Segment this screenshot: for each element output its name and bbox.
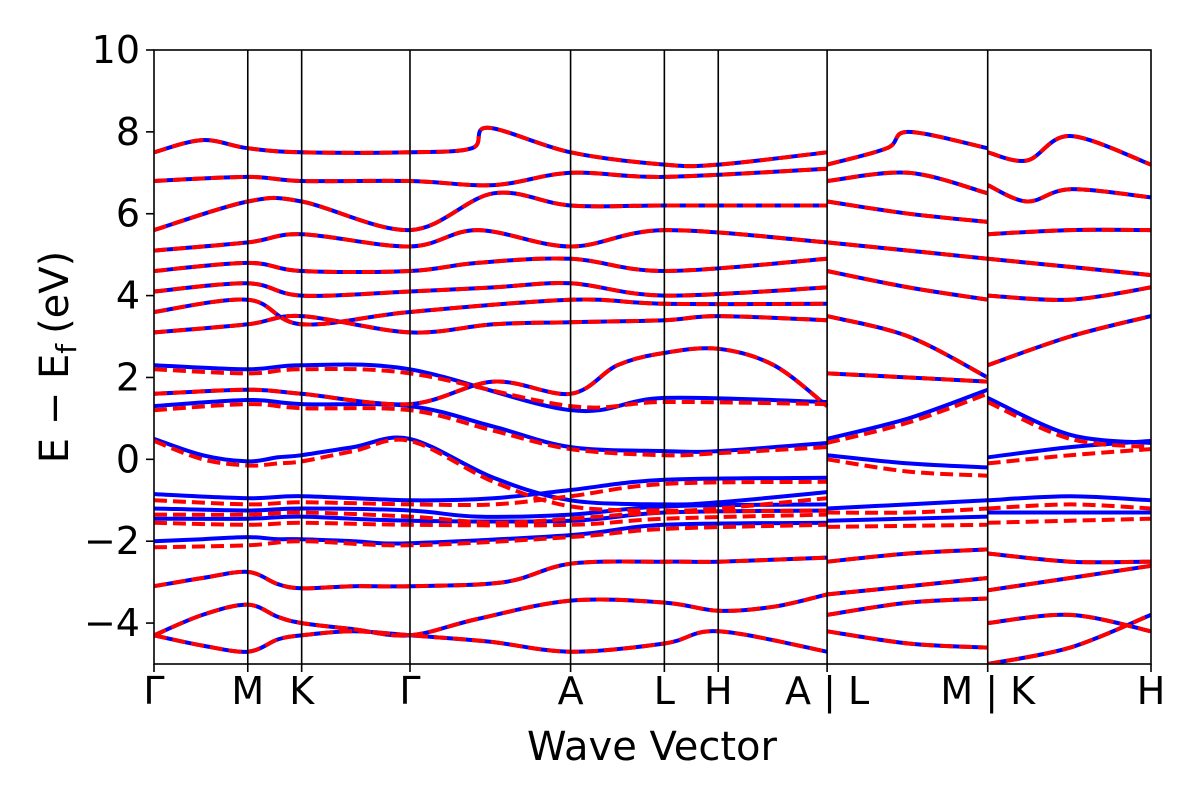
x-tick-label: L: [654, 669, 675, 713]
x-tick-label: M | K: [940, 669, 1036, 714]
band-line: [826, 199, 988, 224]
band-line: [987, 502, 1151, 511]
band-line: [987, 133, 1151, 167]
band-line: [986, 183, 1151, 204]
band-line: [154, 366, 828, 410]
band-line: [154, 397, 828, 454]
series-dashed-red: [154, 125, 1151, 664]
band-line: [826, 240, 988, 261]
band-line: [826, 576, 988, 597]
band-line: [826, 371, 988, 384]
band-line: [826, 129, 989, 167]
band-line: [826, 391, 989, 445]
band-line: [987, 285, 1151, 302]
band-line: [154, 402, 828, 458]
band-line: [826, 314, 989, 380]
band-line: [154, 435, 828, 507]
band-line: [154, 125, 828, 169]
y-tick-label: 10: [92, 28, 140, 72]
band-line: [826, 629, 988, 650]
band-line: [827, 506, 988, 515]
band-line: [826, 547, 988, 564]
y-tick-label: −4: [84, 601, 140, 645]
y-tick-label: 0: [116, 437, 140, 481]
x-tick-label: H: [704, 669, 733, 713]
band-line: [154, 512, 828, 528]
band-line: [986, 400, 1151, 450]
band-line: [154, 125, 828, 169]
y-tick-label: 4: [116, 274, 140, 318]
band-line: [826, 170, 989, 196]
band-line: [827, 522, 988, 529]
y-tick-label: 2: [116, 355, 140, 399]
band-line: [826, 387, 989, 441]
band-line: [987, 447, 1151, 466]
band-line: [987, 494, 1151, 503]
band-line: [987, 612, 1151, 634]
band-line: [986, 396, 1151, 445]
band-line: [826, 457, 988, 478]
band-line: [154, 190, 828, 233]
band-line: [987, 613, 1151, 664]
y-tick-label: −2: [84, 519, 140, 563]
x-tick-label: H: [1137, 669, 1166, 713]
bands-layer: [154, 125, 1151, 664]
x-tick-label: Γ: [143, 669, 164, 713]
band-line: [826, 596, 988, 617]
plot-frame: [153, 49, 1152, 665]
band-line: [987, 314, 1151, 368]
band-line: [154, 297, 828, 327]
band-line: [987, 551, 1151, 565]
y-tick-label: 8: [116, 110, 140, 154]
kpoint-divider-lines: [246, 50, 989, 664]
band-line: [987, 516, 1151, 525]
x-tick-label: A | L: [785, 669, 869, 714]
band-line: [826, 314, 989, 380]
band-line: [987, 563, 1151, 593]
y-axis: −4 −2 0 2 4 6 8 10: [84, 28, 154, 645]
band-line: [154, 592, 828, 638]
band-line: [154, 346, 829, 408]
band-line: [154, 313, 828, 335]
y-axis-title-main: E − E: [32, 354, 78, 464]
band-line: [154, 256, 828, 275]
band-line: [154, 520, 828, 546]
x-tick-label: K: [289, 669, 315, 713]
band-line: [826, 498, 988, 511]
x-tick-label: A: [558, 669, 584, 713]
x-tick-label: M: [231, 669, 264, 713]
series-solid-blue: [154, 125, 1151, 664]
y-axis-title-unit: (eV): [32, 251, 78, 334]
band-line: [154, 479, 828, 508]
band-line: [987, 612, 1151, 634]
band-line: [987, 438, 1151, 460]
band-line: [826, 453, 988, 470]
x-tick-label: Γ: [399, 669, 420, 713]
band-line: [154, 522, 828, 550]
band-line: [154, 555, 828, 591]
band-line: [154, 166, 828, 188]
band-line: [987, 256, 1151, 278]
y-tick-label: 6: [116, 192, 140, 236]
band-line: [987, 227, 1151, 237]
band-line: [827, 514, 988, 523]
band-line: [826, 269, 989, 302]
band-line: [154, 508, 828, 525]
band-line: [987, 613, 1151, 664]
x-axis-title: Wave Vector: [527, 724, 778, 770]
y-axis-title: E − Ef (eV): [32, 251, 83, 464]
y-axis-title-subscript: f: [50, 343, 83, 354]
